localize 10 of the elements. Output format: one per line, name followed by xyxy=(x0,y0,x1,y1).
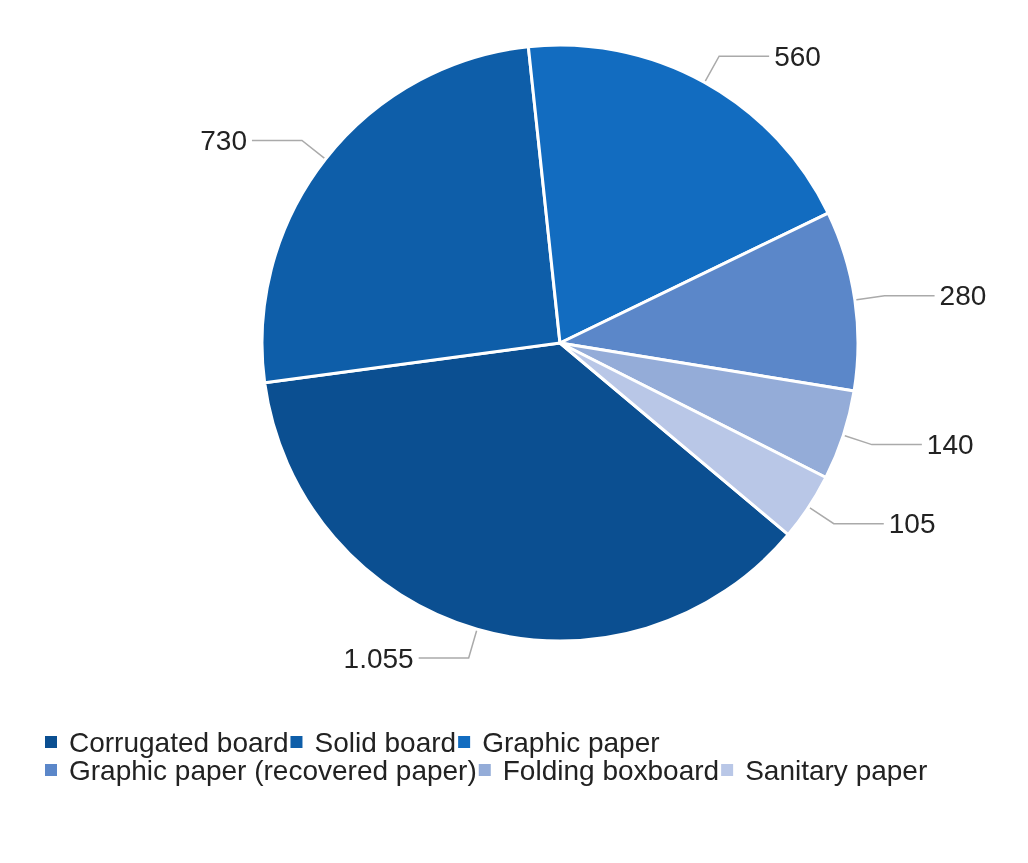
data-label: 140 xyxy=(926,429,974,461)
data-label: 105 xyxy=(888,508,936,540)
data-label: 1.055 xyxy=(343,642,414,674)
legend-label: Corrugated board xyxy=(69,726,289,758)
data-label: 280 xyxy=(939,280,987,312)
data-label: 730 xyxy=(200,125,247,157)
legend-label: Graphic paper xyxy=(482,726,660,758)
legend-label: Sanitary paper xyxy=(745,754,928,786)
legend-label: Solid board xyxy=(314,726,457,758)
data-label: 560 xyxy=(774,40,821,72)
